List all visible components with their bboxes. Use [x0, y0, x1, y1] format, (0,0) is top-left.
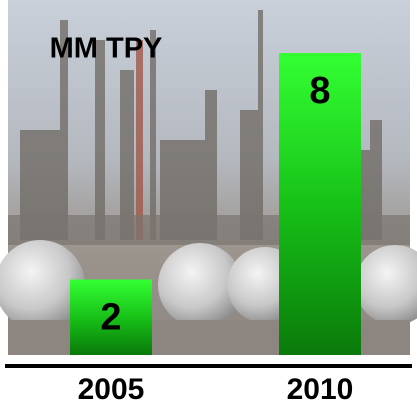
- x-tick-label: 2010: [287, 373, 354, 406]
- page: MM TPY 2200582010 (() => { const data = …: [0, 0, 417, 407]
- chart-title: MM TPY: [50, 33, 163, 65]
- bar-value-label: 8: [309, 70, 330, 112]
- chart: MM TPY 2 2005 8 2010: [0, 0, 417, 407]
- x-tick-label: 2005: [78, 373, 145, 406]
- bar-value-label: 2: [100, 297, 121, 339]
